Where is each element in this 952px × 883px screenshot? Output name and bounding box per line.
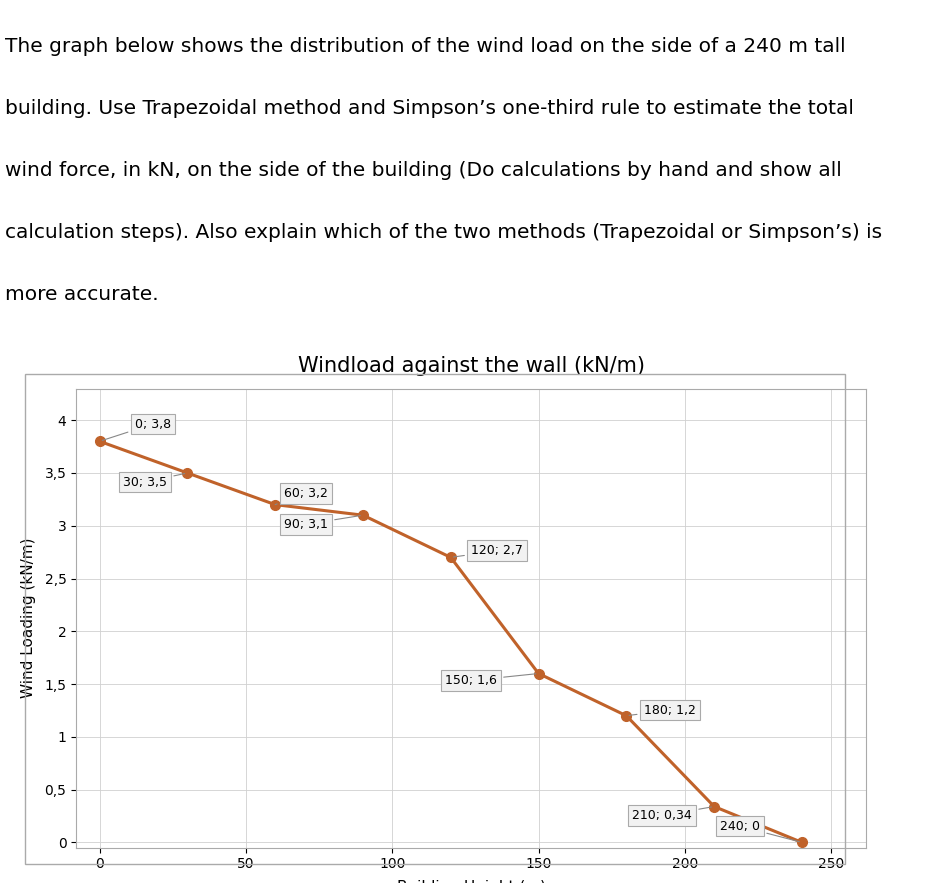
Text: 210; 0,34: 210; 0,34 xyxy=(632,807,711,822)
Text: 90; 3,1: 90; 3,1 xyxy=(284,516,360,531)
X-axis label: Building Height (m): Building Height (m) xyxy=(397,879,545,883)
Text: 240; 0: 240; 0 xyxy=(720,819,800,841)
Text: calculation steps). Also explain which of the two methods (Trapezoidal or Simpso: calculation steps). Also explain which o… xyxy=(5,223,882,242)
Text: more accurate.: more accurate. xyxy=(5,285,158,304)
Text: 0; 3,8: 0; 3,8 xyxy=(102,418,170,441)
Text: 120; 2,7: 120; 2,7 xyxy=(453,544,523,557)
Text: The graph below shows the distribution of the wind load on the side of a 240 m t: The graph below shows the distribution o… xyxy=(5,36,845,56)
Text: building. Use Trapezoidal method and Simpson’s one-third rule to estimate the to: building. Use Trapezoidal method and Sim… xyxy=(5,99,854,117)
Title: Windload against the wall (kN/m): Windload against the wall (kN/m) xyxy=(298,356,645,376)
Text: 60; 3,2: 60; 3,2 xyxy=(275,487,327,504)
Text: 180; 1,2: 180; 1,2 xyxy=(629,704,696,717)
Text: 30; 3,5: 30; 3,5 xyxy=(123,473,185,488)
Text: 150; 1,6: 150; 1,6 xyxy=(445,674,536,687)
Text: wind force, in kN, on the side of the building (Do calculations by hand and show: wind force, in kN, on the side of the bu… xyxy=(5,161,842,180)
Y-axis label: Wind Loading (kN/m): Wind Loading (kN/m) xyxy=(21,538,36,698)
